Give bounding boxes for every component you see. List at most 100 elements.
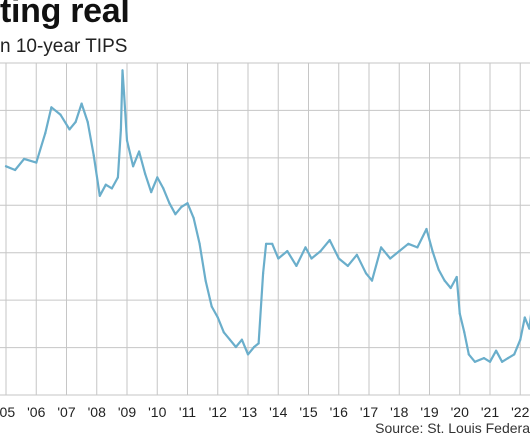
data-point <box>174 213 177 216</box>
data-point <box>458 312 461 315</box>
data-point <box>216 316 219 319</box>
data-point <box>277 257 280 260</box>
data-point <box>74 120 77 124</box>
data-point <box>162 187 165 190</box>
chart-title: ting real <box>0 0 130 30</box>
data-point <box>253 345 256 349</box>
data-point <box>425 227 428 231</box>
data-point <box>319 250 322 253</box>
data-point <box>228 338 231 341</box>
x-tick-label: '08 <box>88 404 106 420</box>
data-point <box>523 316 526 319</box>
x-tick-label: '11 <box>179 404 196 420</box>
data-point <box>416 246 419 249</box>
x-tick-label: '17 <box>360 404 378 420</box>
x-tick-label: '16 <box>330 404 348 420</box>
x-tick-label: '19 <box>420 404 438 420</box>
data-point <box>14 168 17 172</box>
data-point <box>431 250 434 253</box>
data-point <box>463 331 466 334</box>
source-note: Source: St. Louis Federa <box>375 420 530 436</box>
data-point <box>482 357 485 360</box>
data-point <box>501 360 504 363</box>
data-point <box>59 113 62 116</box>
data-point <box>222 331 225 334</box>
data-point <box>144 172 147 175</box>
data-point <box>346 264 349 267</box>
data-point <box>121 69 124 72</box>
data-point <box>437 268 440 271</box>
data-point <box>132 165 135 168</box>
data-point <box>257 342 260 345</box>
x-tick-label: '07 <box>57 404 75 420</box>
data-point <box>389 257 392 260</box>
data-point <box>68 128 71 131</box>
data-point <box>23 157 26 160</box>
data-point <box>80 102 83 105</box>
x-tick-label: '10 <box>148 404 166 420</box>
data-point <box>519 338 522 341</box>
data-point <box>92 154 95 157</box>
series-line <box>4 69 530 363</box>
x-axis-tick-labels: '05 '06 '07 '08 '09 '10 '11 '12 '13 '14 '15 '16 '17 '… <box>0 404 530 420</box>
data-point <box>192 216 195 219</box>
data-point <box>204 279 207 282</box>
data-point <box>168 202 171 205</box>
data-point <box>488 360 492 363</box>
data-point <box>262 272 265 275</box>
data-point <box>210 305 213 308</box>
data-point <box>380 246 383 249</box>
x-tick-label: '20 <box>451 404 469 420</box>
data-point <box>98 194 101 197</box>
x-tick-label: '05 <box>0 404 15 420</box>
data-point <box>116 176 119 179</box>
data-point <box>110 187 113 190</box>
data-point <box>104 183 107 186</box>
data-point <box>50 106 53 109</box>
data-point <box>507 357 510 360</box>
x-tick-label: '14 <box>269 404 287 420</box>
data-point <box>295 264 298 267</box>
data-point <box>44 132 47 135</box>
data-point <box>271 242 274 245</box>
data-point <box>443 279 446 282</box>
data-point <box>150 191 153 194</box>
data-point <box>198 242 201 245</box>
data-point <box>467 353 470 356</box>
data-point <box>355 253 358 256</box>
data-point <box>234 345 237 349</box>
grid <box>0 62 530 396</box>
data-point <box>286 250 289 253</box>
data-point <box>304 246 307 249</box>
data-point <box>364 272 368 275</box>
chart-subtitle: n 10-year TIPS <box>0 36 128 57</box>
x-tick-label: '18 <box>390 404 408 420</box>
data-point <box>246 353 250 356</box>
data-point <box>473 360 476 363</box>
data-point <box>138 150 141 153</box>
series-layer <box>4 69 530 363</box>
data-point <box>240 338 243 341</box>
data-point <box>407 242 410 245</box>
x-tick-label: '22 <box>511 404 529 420</box>
data-point <box>328 239 331 242</box>
data-point <box>310 257 313 260</box>
data-point <box>156 176 159 179</box>
data-point <box>455 275 458 279</box>
x-tick-label: '09 <box>118 404 136 420</box>
data-point <box>337 257 340 260</box>
data-point <box>125 139 129 142</box>
data-point <box>122 91 126 94</box>
x-tick-label: '15 <box>299 404 317 420</box>
data-point <box>265 242 268 245</box>
x-tick-label: '12 <box>209 404 227 420</box>
data-point <box>186 202 189 205</box>
x-tick-label: '21 <box>481 404 499 420</box>
data-point <box>86 120 89 124</box>
data-point <box>513 353 516 356</box>
x-tick-label: '13 <box>239 404 257 420</box>
data-point <box>398 250 401 253</box>
data-point <box>180 205 183 208</box>
data-point <box>370 279 374 282</box>
